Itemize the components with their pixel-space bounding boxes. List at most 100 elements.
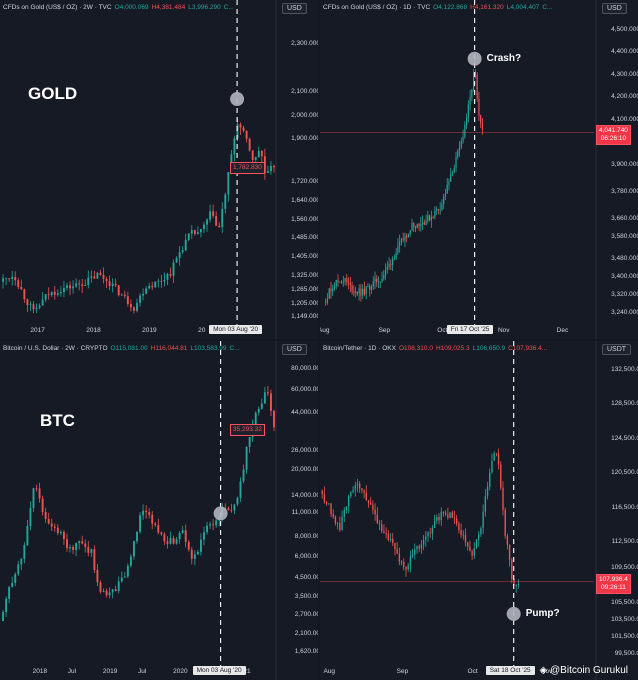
candle [378, 520, 381, 531]
crosshair-date-label: Mon 03 Aug '20 [209, 325, 263, 334]
candle [196, 549, 199, 555]
candle [443, 193, 445, 210]
candle [163, 272, 166, 287]
y-tick-label: 1,149.000 [291, 313, 318, 321]
candle [136, 298, 138, 313]
y-tick-label: 4,200.000 [611, 93, 638, 100]
y-tick-label: 99,500.0 [614, 650, 638, 658]
candle [438, 513, 440, 525]
candle [160, 531, 163, 536]
candle [239, 477, 242, 503]
candle [257, 406, 260, 416]
x-tick-label: Jul [138, 668, 147, 675]
currency-button[interactable]: USD [282, 3, 307, 14]
y-tick-label: 6,000.00 [294, 553, 318, 561]
candle [334, 515, 337, 526]
candle [96, 271, 99, 279]
x-tick-label: 2018 [32, 668, 48, 675]
ohlc-h: H109,025.3 [435, 345, 470, 352]
candle [392, 256, 394, 271]
candle [154, 522, 157, 527]
candle [105, 276, 108, 289]
candle [62, 530, 65, 545]
candle [184, 524, 187, 548]
candle [436, 514, 438, 525]
candle [450, 167, 452, 182]
gold-1d-svg [320, 0, 597, 339]
x-tick-label: 2020 [173, 668, 188, 675]
candle [383, 270, 385, 281]
candle [23, 542, 26, 564]
x-tick-label: 2019 [142, 327, 157, 334]
candle [339, 281, 341, 283]
candle [392, 532, 394, 547]
candle [38, 482, 41, 503]
candle [388, 257, 390, 270]
candle [47, 512, 50, 525]
y-tick-label: 20,000.00 [291, 466, 318, 474]
candle [448, 178, 450, 191]
candle [339, 516, 341, 533]
candle [418, 222, 420, 232]
candle [430, 210, 432, 228]
candle [206, 521, 208, 535]
candle [151, 281, 154, 291]
candle [328, 287, 330, 300]
candle [447, 507, 449, 520]
candle [44, 293, 47, 303]
ohlc-c: C107,936.4... [508, 345, 548, 352]
candle [148, 282, 151, 290]
candle [434, 206, 436, 220]
ohlc-c: C... [223, 4, 234, 11]
ohlc-l: L106,650.9 [472, 345, 506, 352]
candle [260, 398, 263, 410]
btc-1d-header: Bitcoin/Tether · 1D · OKX O108,310.0 H109,… [323, 345, 547, 352]
candle [81, 535, 84, 545]
ohlc-h: H4,161.320 [470, 4, 504, 11]
currency-button[interactable]: USD [602, 3, 627, 14]
candle [475, 539, 478, 549]
x-tick-label: 2019 [102, 668, 118, 675]
y-tick-label: 1,560.000 [291, 216, 318, 223]
candle [126, 563, 129, 579]
y-tick-label: 4,500.00 [294, 574, 318, 582]
chart-title: Bitcoin / U.S. Dollar · 2W · CRYPTO [3, 345, 108, 352]
y-tick-label: 1,485.000 [291, 233, 318, 241]
candle [35, 303, 38, 314]
candle [460, 523, 462, 538]
y-tick-label: 11,000.00 [291, 509, 318, 517]
candle [56, 289, 59, 297]
candle [72, 544, 75, 555]
candle [181, 525, 184, 534]
candle [451, 170, 454, 177]
candle [469, 89, 471, 111]
candle [394, 542, 396, 556]
candle [458, 141, 461, 157]
candle [29, 301, 32, 312]
currency-button[interactable]: USD [282, 344, 307, 355]
candle [356, 478, 359, 493]
candle [446, 178, 448, 194]
candle [478, 91, 480, 121]
candle [377, 276, 380, 289]
candle [343, 507, 345, 523]
candle [462, 530, 464, 540]
candle [169, 531, 172, 545]
candle [473, 542, 476, 560]
currency-button[interactable]: USDT [602, 344, 632, 355]
crosshair-date-label: Fri 17 Oct '25 [446, 325, 494, 334]
candle [93, 545, 96, 573]
candle [59, 286, 62, 297]
gold-1d-header: CFDs on Gold (US$ / OZ) · 1D · TVC O4,122… [323, 4, 552, 11]
candle [145, 504, 148, 519]
candle [332, 284, 334, 296]
marker-circle [230, 92, 245, 107]
y-tick-label: 116,500.0 [611, 503, 638, 511]
candle [403, 558, 405, 571]
y-tick-label: 3,320.000 [611, 291, 638, 298]
candle [163, 532, 166, 546]
candle [120, 293, 123, 296]
candle [395, 247, 397, 261]
candle [489, 468, 491, 491]
candle [349, 276, 351, 293]
